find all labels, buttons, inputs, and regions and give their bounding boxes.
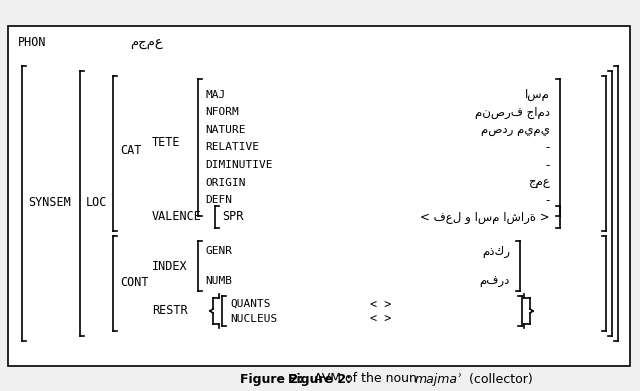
Text: DEFN: DEFN (205, 195, 232, 205)
Text: LOC: LOC (86, 197, 108, 210)
Text: DIMINUTIVE: DIMINUTIVE (205, 160, 273, 170)
Text: PHON: PHON (18, 36, 47, 50)
Text: مصدر ميمي: مصدر ميمي (481, 124, 550, 136)
Text: CAT: CAT (120, 145, 141, 158)
Text: < فعل و اسم اشارة >: < فعل و اسم اشارة > (420, 210, 550, 224)
Text: NATURE: NATURE (205, 125, 246, 135)
Text: NUMB: NUMB (205, 276, 232, 286)
Text: NUCLEUS: NUCLEUS (230, 314, 277, 324)
Text: majmaʾ: majmaʾ (415, 373, 462, 386)
Text: INDEX: INDEX (152, 260, 188, 273)
Text: SYNSEM: SYNSEM (28, 197, 71, 210)
Text: VALENCE: VALENCE (152, 210, 202, 222)
Text: اسم: اسم (525, 88, 550, 101)
Text: < >: < > (370, 312, 392, 325)
Text: Figure 2:: Figure 2: (289, 373, 351, 386)
Text: RESTR: RESTR (152, 305, 188, 317)
Bar (8, 26, 630, 366)
Text: مجمع: مجمع (130, 36, 163, 50)
Text: (collector): (collector) (465, 373, 532, 386)
Text: MAJ: MAJ (205, 90, 225, 100)
Text: NFORM: NFORM (205, 108, 239, 117)
Text: مفرد: مفرد (479, 274, 510, 287)
Text: -: - (546, 194, 550, 207)
Text: < >: < > (370, 298, 392, 310)
Text: Figure 2:: Figure 2: (240, 373, 303, 386)
Text: RELATIVE: RELATIVE (205, 142, 259, 152)
Text: ORIGIN: ORIGIN (205, 178, 246, 188)
Text: -: - (546, 141, 550, 154)
Text: AVM of the noun: AVM of the noun (310, 373, 421, 386)
Text: TETE: TETE (152, 136, 180, 149)
Text: مذكر: مذكر (482, 244, 510, 258)
Text: -: - (546, 159, 550, 172)
Text: جمع: جمع (528, 176, 550, 189)
Text: منصرف جامد: منصرف جامد (475, 106, 550, 119)
Text: QUANTS: QUANTS (230, 299, 271, 309)
Text: GENR: GENR (205, 246, 232, 256)
Text: CONT: CONT (120, 276, 148, 289)
Text: SPR: SPR (222, 210, 243, 224)
